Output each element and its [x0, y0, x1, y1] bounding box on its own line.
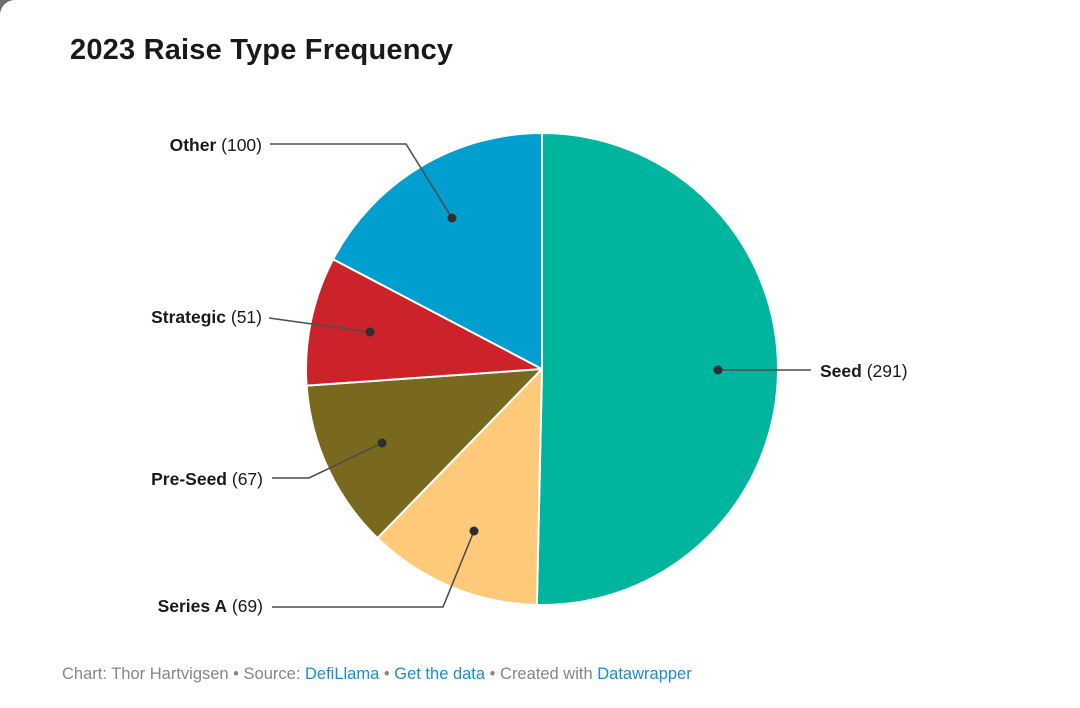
- callout-dot-strategic: [365, 327, 375, 337]
- callout-dot-seed: [713, 365, 723, 375]
- slice-label-seed-name: Seed: [820, 361, 862, 381]
- slice-label-pre-seed-value: (67): [231, 469, 263, 489]
- slice-label-strategic-value: (51): [230, 307, 262, 327]
- footer-link-datawrapper[interactable]: Datawrapper: [597, 665, 692, 683]
- callout-line-other: [270, 143, 453, 219]
- callout-line-pre-seed: [272, 442, 383, 479]
- chart-title: 2023 Raise Type Frequency: [70, 34, 454, 66]
- slice-label-strategic-name: Strategic: [151, 307, 226, 327]
- callout-line-strategic: [268, 317, 371, 333]
- callout-dot-pre-seed: [377, 438, 387, 448]
- slice-label-strategic: Strategic (51): [151, 306, 262, 328]
- slice-label-other: Other (100): [170, 134, 262, 156]
- slice-label-pre-seed: Pre-Seed (67): [151, 468, 263, 490]
- footer-link-defillama[interactable]: DefiLlama: [305, 665, 380, 683]
- slice-label-series-a-value: (69): [231, 596, 263, 616]
- pie-slice-seed[interactable]: [535, 132, 779, 606]
- slice-label-series-a: Series A (69): [158, 595, 263, 617]
- callout-line-series-a: [272, 530, 475, 608]
- footer-link-get-the-data[interactable]: Get the data: [394, 665, 486, 683]
- slice-label-series-a-name: Series A: [157, 596, 227, 616]
- screen-corner-artifact: [0, 0, 15, 15]
- footer-created-with-text: • Created with: [485, 665, 598, 683]
- slice-label-other-value: (100): [221, 135, 262, 155]
- footer-separator-1: •: [379, 665, 395, 683]
- pie-slice-strategic[interactable]: [305, 258, 543, 387]
- chart-footer: Chart: Thor Hartvigsen • Source: DefiLla…: [62, 663, 692, 685]
- callout-dot-other: [447, 213, 457, 223]
- slice-label-pre-seed-name: Pre-Seed: [151, 469, 227, 489]
- callout-dot-series-a: [469, 526, 479, 536]
- footer-credit-text: Chart: Thor Hartvigsen • Source:: [62, 665, 305, 683]
- slice-label-seed-value: (291): [866, 361, 908, 381]
- slice-label-other-name: Other: [169, 135, 217, 155]
- slice-label-seed: Seed (291): [820, 360, 908, 382]
